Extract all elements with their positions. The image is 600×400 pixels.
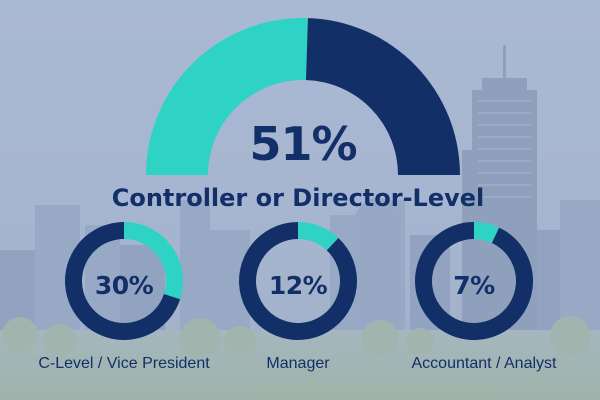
donut-2-percent-label: 12% bbox=[269, 271, 328, 300]
tower-windows bbox=[478, 100, 531, 198]
donut-3-segment-highlight bbox=[474, 222, 500, 243]
semi-donut-segment-highlight bbox=[146, 18, 308, 176]
semi-donut-segment-remainder bbox=[305, 18, 460, 176]
main-percent-label: 51% bbox=[249, 117, 356, 171]
treeline bbox=[0, 330, 600, 400]
donut-1-segment-highlight bbox=[124, 222, 183, 300]
donut-2-segment-highlight bbox=[298, 222, 339, 251]
donut-1-percent-label: 30% bbox=[95, 271, 154, 300]
donut-3-percent-label: 7% bbox=[453, 271, 495, 300]
charts-layer bbox=[65, 18, 534, 341]
donut-2-caption: Manager bbox=[266, 355, 330, 372]
donut-1-caption: C-Level / Vice President bbox=[38, 355, 210, 372]
donut-3-caption: Accountant / Analyst bbox=[412, 355, 558, 372]
main-category-label: Controller or Director-Level bbox=[112, 184, 485, 212]
trees bbox=[2, 316, 590, 358]
donut-1-segment-remainder bbox=[65, 222, 181, 340]
